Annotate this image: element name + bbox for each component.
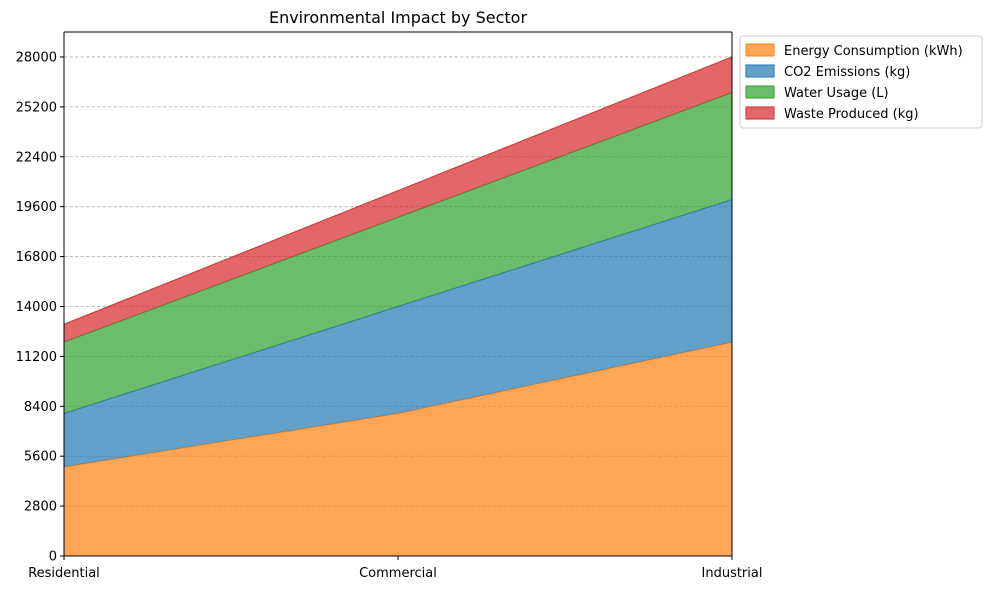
x-tick-label: Residential [28, 566, 100, 581]
x-tick-label: Commercial [359, 566, 437, 581]
legend-swatch [745, 106, 775, 120]
y-tick-label: 25200 [16, 100, 57, 115]
area-0 [64, 342, 732, 556]
area-2 [64, 92, 732, 414]
legend-swatch [745, 43, 775, 57]
y-tick-label: 22400 [16, 150, 57, 165]
legend-swatch [745, 64, 775, 78]
y-axis-ticks: 0 2800 5600 8400 11200 14000 16800 19600 22400 25… [16, 50, 64, 565]
area-series [63, 56, 733, 556]
area-3 [64, 56, 732, 343]
y-tick-label: 11200 [16, 350, 57, 365]
legend-label: Water Usage (L) [784, 86, 889, 101]
y-tick-label: 5600 [24, 450, 57, 465]
legend-label: CO2 Emissions (kg) [784, 65, 910, 80]
chart-title: Environmental Impact by Sector [269, 8, 527, 27]
y-tick-label: 14000 [16, 300, 57, 315]
legend-swatch [745, 85, 775, 99]
legend-label: Waste Produced (kg) [784, 107, 919, 122]
y-tick-label: 8400 [24, 400, 57, 415]
x-axis-ticks: Residential Commercial Industrial [28, 556, 762, 581]
area-edge-3 [63, 56, 733, 325]
y-tick-label: 28000 [16, 50, 57, 65]
y-tick-label: 2800 [24, 500, 57, 515]
y-tick-label: 16800 [16, 250, 57, 265]
x-tick-label: Industrial [702, 566, 763, 581]
area-1 [64, 199, 732, 467]
y-tick-label: 19600 [16, 200, 57, 215]
legend-label: Energy Consumption (kWh) [784, 44, 963, 59]
legend-frame [739, 35, 983, 129]
legend: Energy Consumption (kWh) CO2 Emissions (k… [739, 35, 983, 129]
y-tick-label: 0 [49, 550, 57, 565]
